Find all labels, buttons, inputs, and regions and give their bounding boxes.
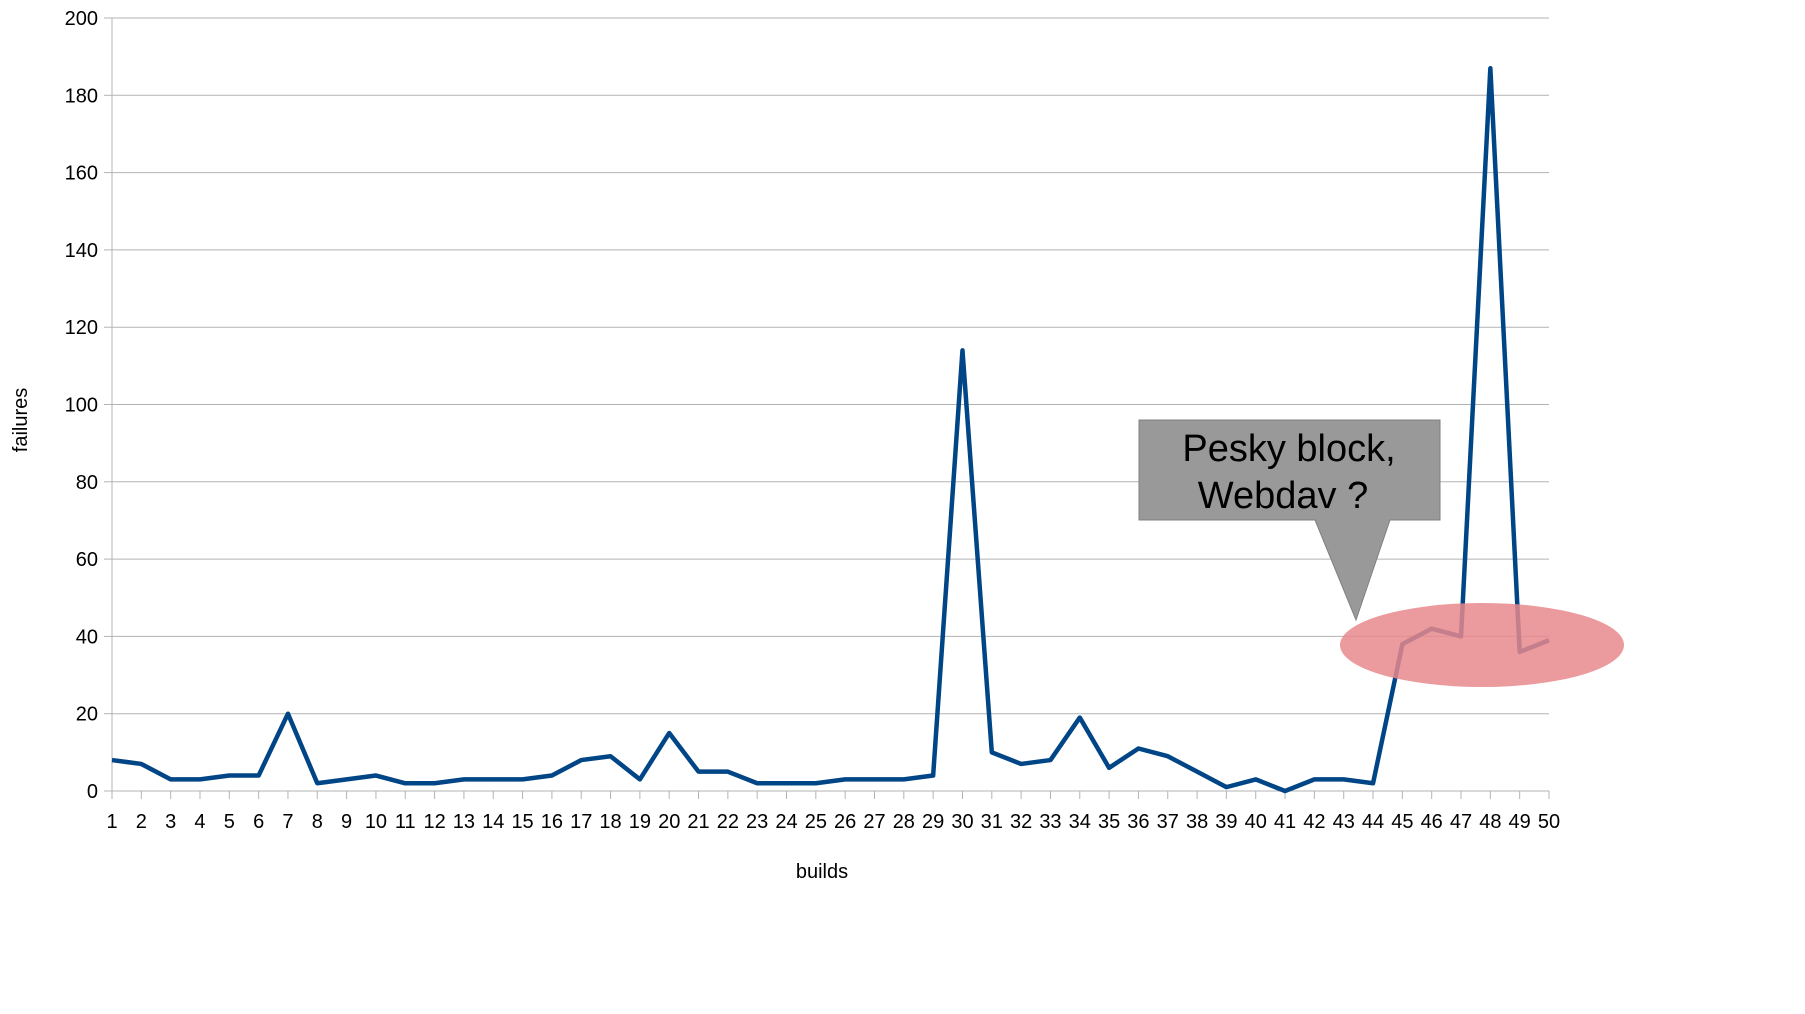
x-axis-title: builds — [796, 861, 848, 883]
x-tick-label: 9 — [341, 811, 352, 833]
x-tick-label: 13 — [453, 811, 475, 833]
x-tick-label: 50 — [1538, 811, 1560, 833]
y-tick-label: 180 — [65, 85, 98, 107]
x-tick-label: 10 — [365, 811, 387, 833]
x-tick-label: 39 — [1215, 811, 1237, 833]
x-tick-label: 28 — [893, 811, 915, 833]
x-tick-label: 44 — [1362, 811, 1384, 833]
x-tick-label: 47 — [1450, 811, 1472, 833]
x-tick-label: 41 — [1274, 811, 1296, 833]
x-tick-label: 48 — [1479, 811, 1501, 833]
callout-shape — [1138, 419, 1441, 622]
x-tick-label: 31 — [981, 811, 1003, 833]
x-tick-label: 43 — [1333, 811, 1355, 833]
x-tick-label: 4 — [194, 811, 205, 833]
y-axis-title: failures — [10, 388, 32, 452]
series-line — [111, 66, 1550, 794]
x-tick-label: 42 — [1303, 811, 1325, 833]
x-tick-label: 49 — [1509, 811, 1531, 833]
y-tick-label: 60 — [76, 549, 98, 571]
x-tick-label: 1 — [106, 811, 117, 833]
x-tick-label: 22 — [717, 811, 739, 833]
x-tick-label: 14 — [482, 811, 504, 833]
x-tick-label: 38 — [1186, 811, 1208, 833]
x-tick-label: 36 — [1127, 811, 1149, 833]
x-tick-label: 46 — [1421, 811, 1443, 833]
x-tick-label: 23 — [746, 811, 768, 833]
x-tick-label: 20 — [658, 811, 680, 833]
x-tick-label: 33 — [1039, 811, 1061, 833]
x-tick-label: 25 — [805, 811, 827, 833]
x-tick-label: 5 — [224, 811, 235, 833]
x-tick-label: 16 — [541, 811, 563, 833]
highlight-ellipse — [1340, 603, 1624, 687]
x-tick-label: 2 — [136, 811, 147, 833]
x-axis-ticks: 1 2 3 4 5 6 7 8 9 10 11 12 13 14 15 16 17 18 19 20 21 22 23 24 2… — [106, 791, 1560, 833]
x-tick-label: 8 — [312, 811, 323, 833]
y-tick-label: 160 — [65, 163, 98, 185]
x-tick-label: 18 — [599, 811, 621, 833]
y-tick-label: 120 — [65, 317, 98, 339]
y-axis-ticks: 0 20 40 60 80 100 120 140 160 180 200 — [65, 8, 112, 803]
x-tick-label: 37 — [1157, 811, 1179, 833]
x-tick-label: 21 — [687, 811, 709, 833]
x-tick-label: 32 — [1010, 811, 1032, 833]
y-tick-label: 140 — [65, 240, 98, 262]
x-tick-label: 29 — [922, 811, 944, 833]
x-tick-label: 24 — [775, 811, 797, 833]
x-tick-label: 26 — [834, 811, 856, 833]
y-tick-label: 20 — [76, 704, 98, 726]
y-tick-label: 0 — [87, 781, 98, 803]
callout-text-line2: Webdav ? — [1198, 475, 1368, 517]
x-tick-label: 45 — [1391, 811, 1413, 833]
x-tick-label: 17 — [570, 811, 592, 833]
x-tick-label: 34 — [1069, 811, 1091, 833]
y-tick-label: 80 — [76, 472, 98, 494]
callout-text-line1: Pesky block, — [1182, 428, 1395, 470]
gridlines — [112, 17, 1549, 792]
x-tick-label: 7 — [282, 811, 293, 833]
y-tick-label: 40 — [76, 626, 98, 648]
x-tick-label: 19 — [629, 811, 651, 833]
x-tick-label: 27 — [863, 811, 885, 833]
callout: Pesky block, Webdav ? — [1138, 419, 1441, 622]
x-tick-label: 3 — [165, 811, 176, 833]
x-tick-label: 12 — [423, 811, 445, 833]
x-tick-label: 6 — [253, 811, 264, 833]
x-tick-label: 15 — [511, 811, 533, 833]
x-tick-label: 35 — [1098, 811, 1120, 833]
y-tick-label: 200 — [65, 8, 98, 30]
y-tick-label: 100 — [65, 395, 98, 417]
x-tick-label: 40 — [1245, 811, 1267, 833]
x-tick-label: 11 — [395, 811, 416, 833]
x-tick-label: 30 — [951, 811, 973, 833]
